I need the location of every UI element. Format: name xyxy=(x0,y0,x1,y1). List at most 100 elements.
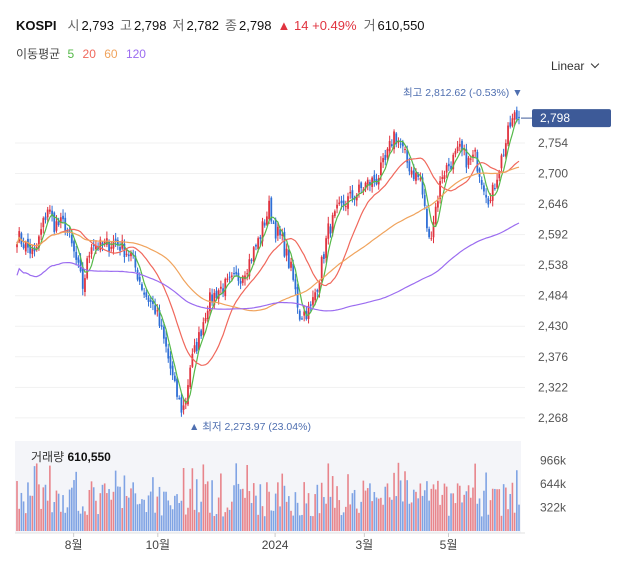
volume-bar xyxy=(518,504,520,531)
volume-bar xyxy=(231,501,233,531)
volume-bar xyxy=(103,483,106,531)
volume-bar xyxy=(228,509,231,531)
volume-bar xyxy=(193,509,196,531)
volume-bar xyxy=(147,495,150,531)
candle-body xyxy=(141,284,143,290)
candle-body xyxy=(325,238,327,259)
volume-bar xyxy=(66,507,69,531)
volume-bar xyxy=(309,515,312,531)
candle-body xyxy=(518,116,520,119)
volume-bar xyxy=(101,484,104,531)
candle-body xyxy=(230,275,233,277)
candle-body xyxy=(103,241,106,244)
candle-body xyxy=(228,276,231,278)
moving-average-legend: 이동평균 5 20 60 120 xyxy=(16,45,151,62)
candle-body xyxy=(445,165,448,173)
x-tick-label: 10월 xyxy=(146,538,170,552)
candle-body xyxy=(395,133,398,144)
volume-bar xyxy=(410,502,413,531)
volume-bar xyxy=(281,473,284,531)
volume-bar xyxy=(237,483,240,531)
candle-body xyxy=(180,397,183,413)
scale-dropdown[interactable]: Linear xyxy=(551,59,600,73)
candle-body xyxy=(290,261,292,268)
volume-bar xyxy=(195,479,198,531)
volume-bar xyxy=(353,489,356,531)
ma-5-line xyxy=(16,118,520,404)
volume-bar xyxy=(141,499,143,531)
ma-5-label: 5 xyxy=(67,47,75,61)
ma-20-line xyxy=(16,157,520,366)
volume-bar xyxy=(513,512,516,531)
candle-body xyxy=(138,277,141,282)
volume-bar xyxy=(399,480,402,531)
candle-body xyxy=(364,182,367,189)
open-label: 시 xyxy=(67,18,80,33)
volume-bar xyxy=(184,514,187,531)
volume-bar xyxy=(294,492,297,531)
candle-body xyxy=(360,182,363,189)
volume-bar xyxy=(51,512,53,531)
volume-bar xyxy=(241,488,244,531)
volume-bar xyxy=(79,513,82,531)
volume-bar xyxy=(252,483,255,531)
volume-bar xyxy=(502,484,505,531)
volume-bar xyxy=(480,516,483,531)
candle-body xyxy=(274,219,277,239)
candle-body xyxy=(393,131,395,150)
candle-body xyxy=(156,310,159,312)
volume-bar xyxy=(154,512,156,531)
candle-body xyxy=(369,182,371,186)
candle-body xyxy=(169,356,172,369)
candle-body xyxy=(112,241,115,249)
high-annotation: 최고 2,812.62 (-0.53%) ▼ xyxy=(403,87,523,99)
symbol: KOSPI xyxy=(16,18,57,33)
volume-bar xyxy=(110,499,113,531)
candle-body xyxy=(307,305,310,319)
volume-bar xyxy=(318,513,321,531)
candle-body xyxy=(125,253,128,255)
candle-body xyxy=(401,141,404,147)
volume-bar xyxy=(90,481,93,531)
volume-bar xyxy=(29,495,31,531)
volume-bar xyxy=(81,506,84,531)
volume-tick-label: 966k xyxy=(540,454,567,468)
volume-bar xyxy=(316,484,319,531)
volume-bar xyxy=(106,493,108,531)
volume-bar xyxy=(16,481,18,531)
candle-body xyxy=(463,148,466,151)
volume-bar xyxy=(412,489,415,531)
volume-bar xyxy=(312,516,314,531)
candle-body xyxy=(384,155,387,160)
volume-bar xyxy=(423,490,426,531)
candle-body xyxy=(248,259,251,277)
candle-body xyxy=(127,254,130,257)
candle-body xyxy=(485,194,488,198)
candle-body xyxy=(450,165,452,170)
candle-body xyxy=(469,158,472,160)
volume-bar xyxy=(314,494,316,531)
candle-body xyxy=(379,162,382,176)
volume-bar xyxy=(226,507,229,531)
price-axis: 2,268 2,322 2,376 2,430 2,484 2,538 2,592 2,646… xyxy=(538,136,568,425)
volume-tick-label: 322k xyxy=(540,501,567,515)
volume-bar xyxy=(351,493,354,531)
candle-body xyxy=(423,195,426,206)
candle-body xyxy=(92,244,95,247)
y-tick-label: 2,538 xyxy=(538,258,568,272)
candle-body xyxy=(51,210,53,216)
candle-body xyxy=(489,200,492,202)
volume-bar xyxy=(386,483,389,531)
volume-bar xyxy=(408,503,411,531)
volume-bar xyxy=(366,488,369,531)
candle-body xyxy=(281,234,284,236)
volume-bar xyxy=(303,482,305,531)
volume-bar xyxy=(426,481,428,531)
volume-bar xyxy=(469,497,472,531)
y-tick-label: 2,484 xyxy=(538,289,568,303)
candle-body xyxy=(213,292,216,306)
volume-bar xyxy=(369,483,371,531)
candle-body xyxy=(493,188,496,190)
candle-body xyxy=(436,201,439,208)
